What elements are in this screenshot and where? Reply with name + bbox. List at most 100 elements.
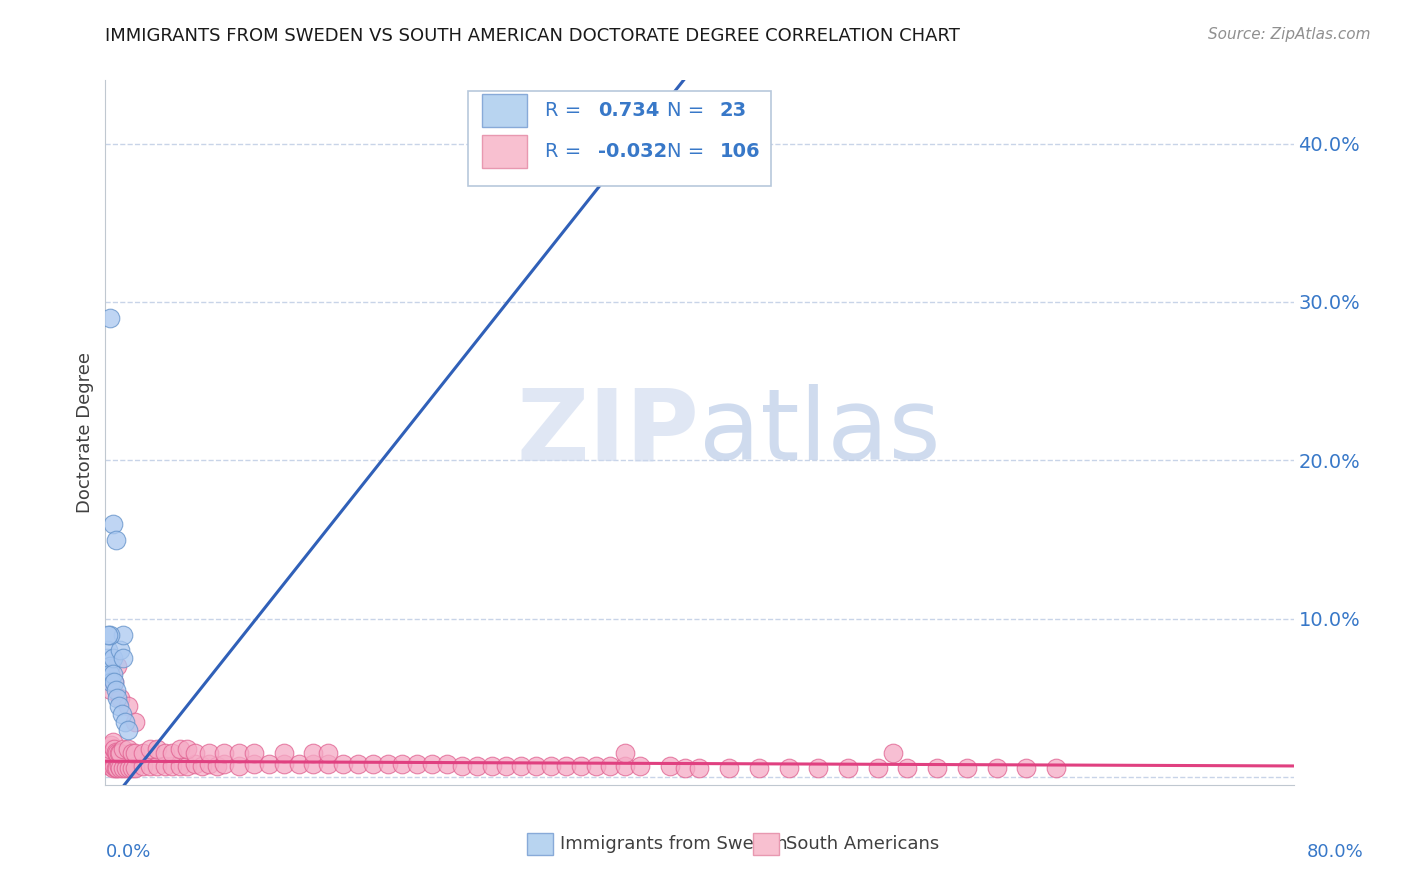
Bar — [754, 833, 779, 855]
Point — [96, 754, 118, 768]
Point — [112, 627, 135, 641]
Point — [956, 760, 979, 774]
Point — [391, 757, 413, 772]
Point — [105, 659, 128, 673]
Point — [183, 757, 205, 772]
Point — [510, 759, 533, 773]
Point — [131, 759, 153, 773]
Point — [689, 760, 711, 774]
Point — [1015, 760, 1038, 774]
Point — [614, 746, 637, 760]
Point — [198, 746, 221, 760]
Point — [98, 667, 121, 681]
Point — [98, 627, 121, 641]
Text: Source: ZipAtlas.com: Source: ZipAtlas.com — [1208, 27, 1371, 42]
Point — [183, 746, 205, 760]
Point — [114, 714, 136, 729]
Point — [614, 169, 637, 183]
Point — [162, 746, 184, 760]
Point — [105, 760, 128, 774]
Bar — [482, 94, 527, 128]
Point — [124, 760, 146, 774]
Point — [778, 760, 800, 774]
Point — [101, 516, 124, 531]
Point — [1045, 760, 1067, 774]
Point — [121, 746, 143, 760]
Y-axis label: Doctorate Degree: Doctorate Degree — [76, 352, 94, 513]
Point — [97, 746, 120, 760]
Point — [118, 760, 141, 774]
Point — [273, 757, 295, 772]
Point — [105, 690, 128, 705]
Point — [103, 675, 125, 690]
Point — [302, 746, 325, 760]
Point — [97, 627, 120, 641]
Point — [104, 760, 127, 774]
Text: N =: N = — [668, 101, 704, 120]
Point — [110, 746, 132, 760]
Point — [110, 690, 132, 705]
Point — [554, 759, 576, 773]
Point — [98, 659, 121, 673]
Text: South Americans: South Americans — [786, 835, 939, 853]
Point — [105, 746, 128, 760]
Point — [139, 741, 162, 756]
Point — [882, 746, 904, 760]
Point — [112, 741, 135, 756]
Point — [100, 757, 122, 772]
Point — [302, 757, 325, 772]
Point — [406, 757, 429, 772]
Point — [100, 739, 122, 753]
Point — [98, 741, 121, 756]
Point — [111, 706, 134, 721]
Point — [98, 759, 121, 773]
Point — [273, 746, 295, 760]
Point — [465, 759, 488, 773]
Point — [377, 757, 399, 772]
Point — [131, 746, 153, 760]
Point — [100, 682, 122, 697]
Point — [347, 757, 370, 772]
Text: ZIP: ZIP — [516, 384, 700, 481]
Point — [146, 741, 169, 756]
Point — [124, 714, 146, 729]
Point — [124, 746, 146, 760]
Point — [214, 757, 236, 772]
Point — [153, 746, 176, 760]
Point — [191, 759, 214, 773]
Point — [96, 651, 118, 665]
Point — [110, 643, 132, 657]
Point — [117, 698, 139, 713]
Point — [108, 759, 131, 773]
Text: -0.032: -0.032 — [599, 142, 668, 161]
Point — [115, 760, 138, 774]
Text: R =: R = — [546, 101, 581, 120]
Point — [599, 759, 621, 773]
Point — [205, 759, 228, 773]
Point — [450, 759, 472, 773]
Point — [97, 757, 120, 772]
Point — [101, 667, 124, 681]
Point — [524, 759, 547, 773]
Point — [748, 760, 770, 774]
Point — [866, 760, 889, 774]
Point — [104, 745, 127, 759]
Point — [153, 759, 176, 773]
Point — [316, 746, 339, 760]
Point — [104, 682, 127, 697]
FancyBboxPatch shape — [468, 91, 770, 186]
Point — [257, 757, 280, 772]
Point — [101, 760, 124, 774]
Text: atlas: atlas — [700, 384, 941, 481]
Point — [112, 651, 135, 665]
Point — [98, 310, 121, 325]
Point — [214, 746, 236, 760]
Point — [110, 760, 132, 774]
Point — [228, 759, 250, 773]
Text: 23: 23 — [720, 101, 747, 120]
Bar — [527, 833, 554, 855]
Point — [896, 760, 918, 774]
Point — [103, 759, 125, 773]
Text: 106: 106 — [720, 142, 761, 161]
Point — [361, 757, 384, 772]
